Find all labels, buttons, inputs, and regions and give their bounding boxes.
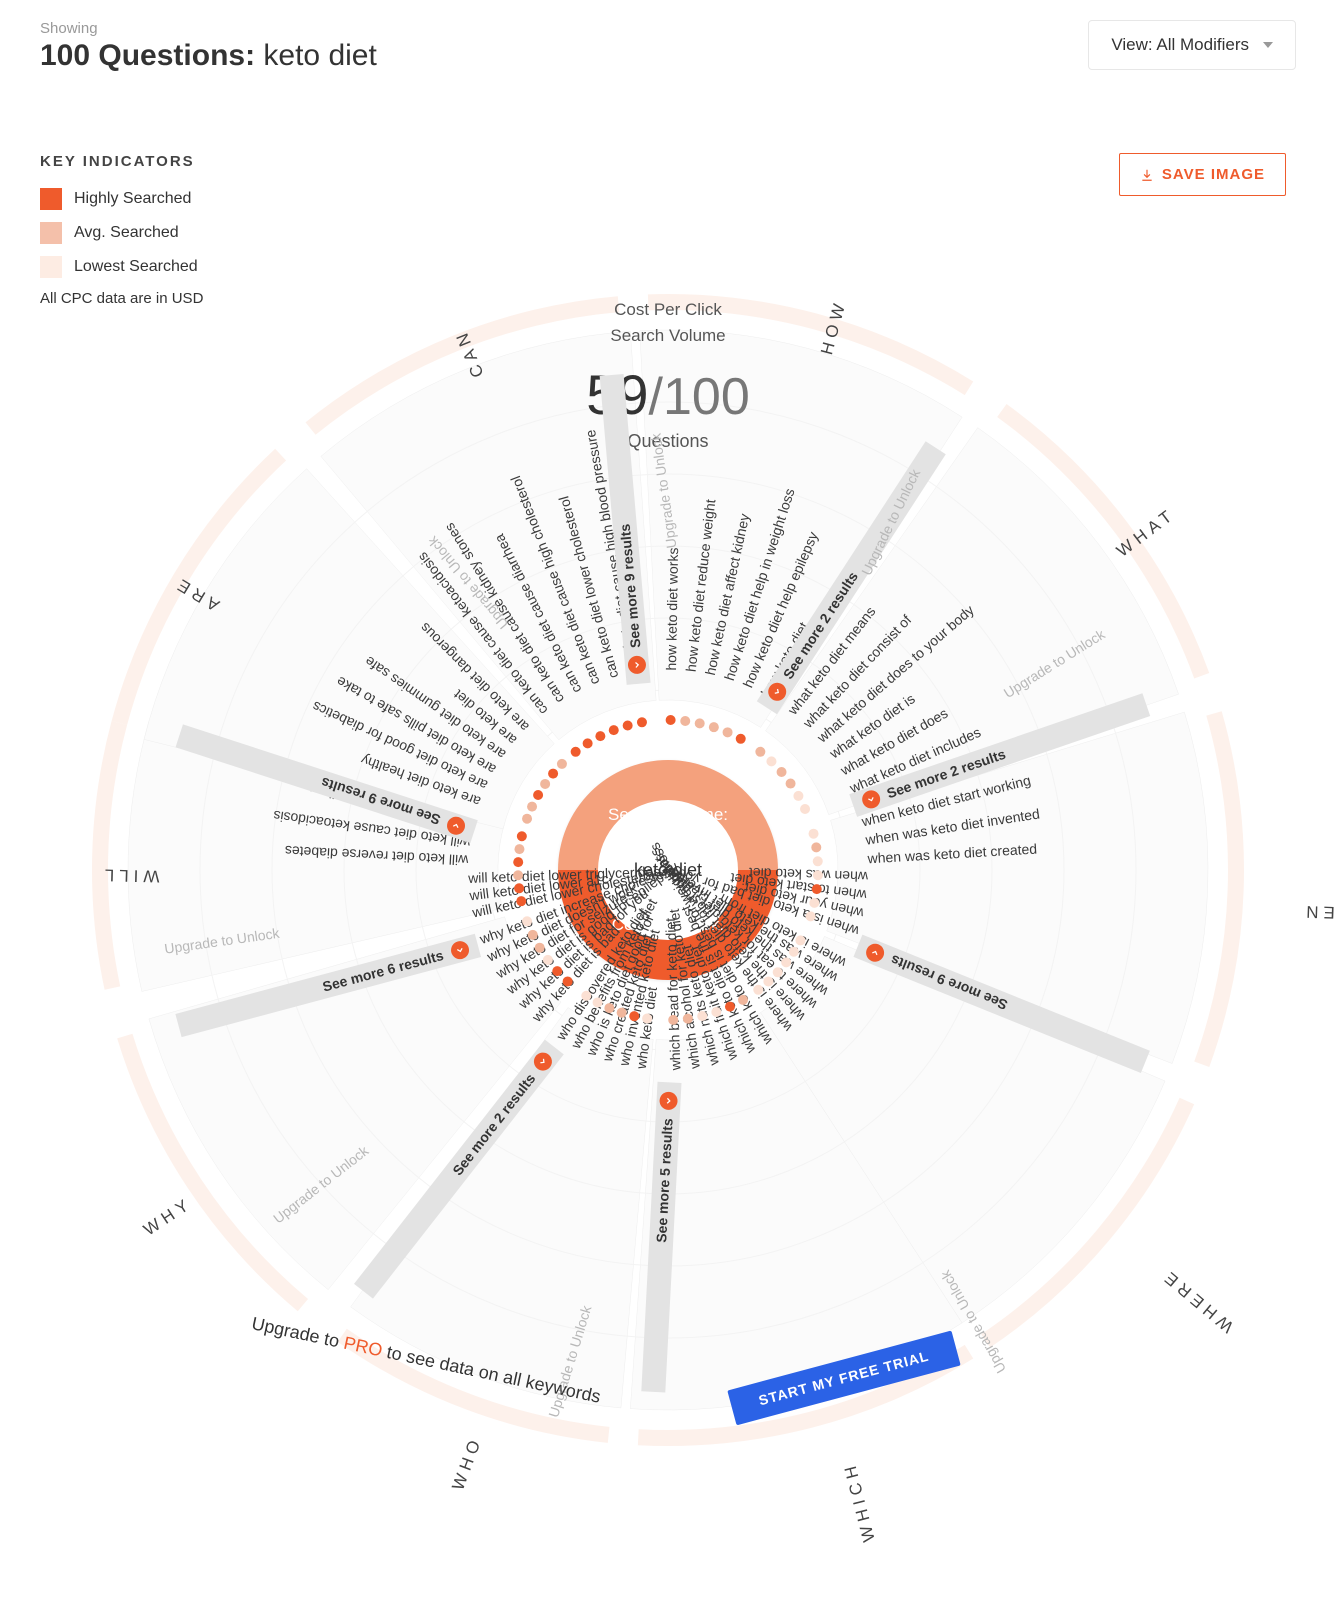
volume-dot (800, 804, 810, 814)
volume-dot (809, 829, 819, 839)
download-icon (1140, 168, 1154, 182)
volume-dot (809, 898, 819, 908)
volume-dot (766, 756, 776, 766)
volume-dot (755, 747, 765, 757)
page-title: 100 Questions: keto diet (40, 39, 377, 73)
volume-dot (522, 814, 532, 824)
chevron-down-icon (1263, 42, 1273, 48)
volume-dot (548, 769, 558, 779)
volume-dot (516, 896, 526, 906)
volume-dot (795, 935, 805, 945)
volume-dot (513, 857, 523, 867)
volume-dot (533, 790, 543, 800)
question-wheel: Cost Per Click Search Volume 59/100 Ques… (38, 240, 1298, 1500)
volume-dot (773, 967, 783, 977)
volume-dot (695, 718, 705, 728)
volume-dot (789, 947, 799, 957)
volume-dot (711, 1007, 721, 1017)
volume-dot (683, 1014, 693, 1024)
chevron-icon (445, 814, 468, 837)
volume-dot (680, 716, 690, 726)
volume-dot (637, 717, 647, 727)
volume-dot (514, 844, 524, 854)
volume-dot (666, 715, 676, 725)
volume-dot (563, 976, 573, 986)
volume-dot (777, 767, 787, 777)
volume-dot (763, 976, 773, 986)
volume-dot (781, 957, 791, 967)
cpc-label: Cost Per Click (586, 300, 750, 320)
volume-dot (812, 884, 822, 894)
volume-dot (522, 916, 532, 926)
category-label-when: WHEN (1301, 901, 1336, 923)
volume-dot (583, 738, 593, 748)
volume-dot (668, 1015, 678, 1025)
volume-dot (629, 1011, 639, 1021)
volume-dot (617, 1008, 627, 1018)
volume-dot (813, 856, 823, 866)
chevron-icon (449, 939, 471, 961)
volume-dot (540, 779, 550, 789)
sv-label: Search Volume (586, 326, 750, 346)
view-dropdown[interactable]: View: All Modifiers (1088, 20, 1296, 70)
volume-dot (811, 842, 821, 852)
volume-dot (581, 991, 591, 1001)
volume-dot (527, 802, 537, 812)
volume-dot (604, 1003, 614, 1013)
save-image-button[interactable]: SAVE IMAGE (1119, 153, 1286, 196)
volume-dot (514, 883, 524, 893)
volume-dot (642, 1014, 652, 1024)
volume-dot (697, 1011, 707, 1021)
volume-dot (552, 966, 562, 976)
volume-dot (571, 747, 581, 757)
chevron-icon (864, 941, 887, 964)
volume-dot (535, 943, 545, 953)
volume-dot (786, 779, 796, 789)
volume-dot (528, 930, 538, 940)
volume-dot (593, 997, 603, 1007)
volume-dot (738, 995, 748, 1005)
volume-dot (513, 870, 523, 880)
volume-dot (623, 721, 633, 731)
volume-dot (813, 870, 823, 880)
volume-dot (557, 759, 567, 769)
volume-dot (595, 731, 605, 741)
chevron-icon (627, 655, 647, 675)
legend-item: Highly Searched (40, 188, 203, 210)
volume-dot (723, 727, 733, 737)
volume-dot (517, 831, 527, 841)
showing-label: Showing (40, 20, 377, 37)
category-arc-will (92, 721, 127, 990)
volume-dot (725, 1002, 735, 1012)
volume-dot (709, 722, 719, 732)
volume-dot (609, 725, 619, 735)
volume-dot (753, 985, 763, 995)
volume-dot (806, 911, 816, 921)
chevron-icon (860, 788, 883, 811)
chevron-icon (659, 1092, 678, 1111)
volume-dot (736, 734, 746, 744)
category-label-will: WILL (100, 864, 160, 886)
volume-dot (543, 955, 553, 965)
volume-dot (793, 791, 803, 801)
